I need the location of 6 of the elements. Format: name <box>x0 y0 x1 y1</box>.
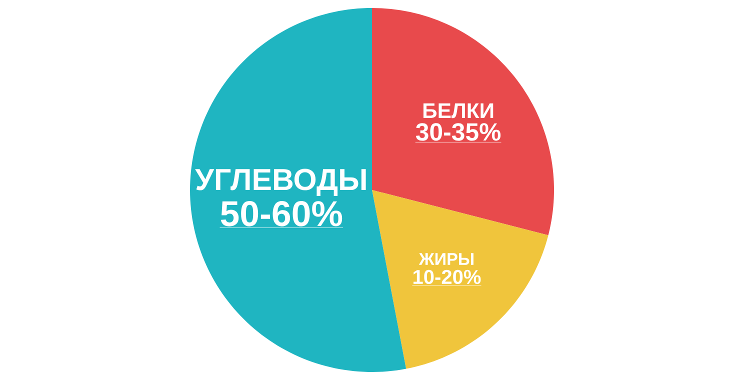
slice-label: УГЛЕВОДЫ <box>195 168 366 196</box>
text: 10-20% <box>414 270 481 284</box>
slice-label: ЖИРЫ <box>418 253 474 265</box>
slice-label: БЕЛКИ <box>423 103 494 118</box>
text: 50-60% <box>220 201 342 226</box>
text: 30-35% <box>416 123 501 141</box>
